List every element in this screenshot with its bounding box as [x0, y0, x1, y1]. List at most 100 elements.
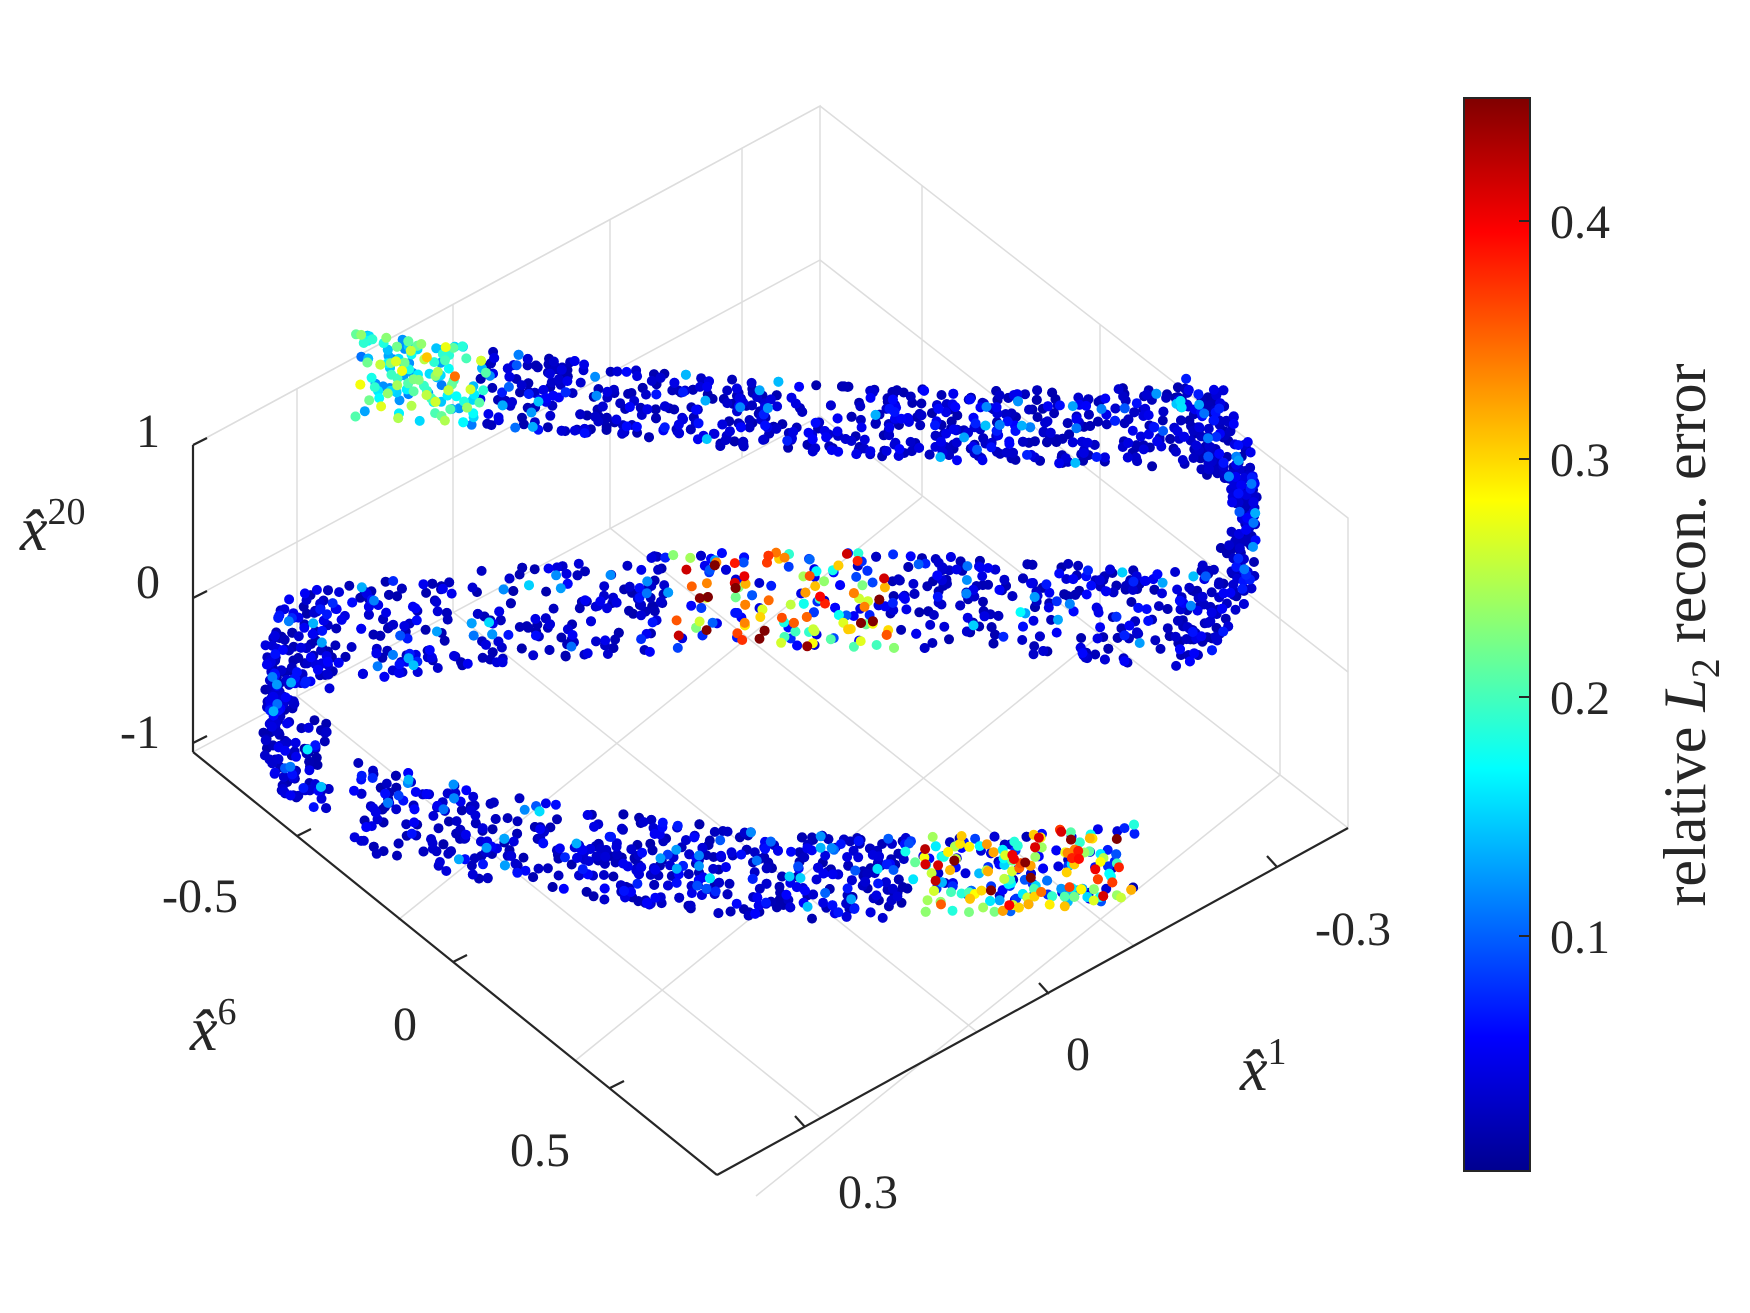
scatter-point	[1218, 385, 1229, 396]
scatter-point	[1212, 635, 1223, 646]
scatter-point	[305, 652, 316, 663]
scatter-point	[1203, 451, 1214, 462]
scatter-point	[1221, 415, 1232, 426]
scatter-point	[413, 374, 424, 385]
scatter-point	[760, 843, 771, 854]
scatter-point	[819, 576, 830, 587]
scatter-point	[904, 838, 914, 849]
scatter-point	[1241, 524, 1252, 535]
scatter-point	[438, 804, 449, 815]
scatter-point	[800, 587, 811, 598]
scatter-point	[380, 576, 391, 587]
scatter-point	[299, 588, 310, 599]
scatter-point	[980, 420, 991, 431]
scatter-point	[761, 878, 772, 889]
scatter-point	[1126, 597, 1137, 607]
scatter-point	[556, 425, 567, 436]
scatter-point	[1054, 458, 1065, 469]
scatter-point	[843, 624, 854, 635]
scatter-point	[989, 906, 1000, 917]
scatter-point	[880, 601, 891, 612]
scatter-point	[440, 342, 451, 353]
scatter-point	[911, 628, 922, 639]
scatter-point	[1227, 497, 1238, 508]
scatter-point	[849, 904, 860, 914]
scatter-point	[599, 883, 610, 894]
scatter-point	[1083, 565, 1093, 576]
scatter-point	[842, 883, 853, 894]
scatter-points	[258, 329, 1262, 924]
scatter-point	[1025, 872, 1036, 883]
scatter-point	[1111, 834, 1122, 844]
scatter-point	[508, 586, 519, 596]
scatter-point	[807, 434, 818, 445]
scatter-point	[1042, 401, 1053, 412]
scatter-point	[401, 819, 412, 830]
scatter-point	[391, 804, 402, 815]
scatter-point	[567, 630, 578, 640]
scatter-point	[1127, 585, 1138, 595]
scatter-point	[438, 839, 449, 850]
scatter-point	[985, 896, 996, 906]
scatter-point	[482, 872, 493, 883]
scatter-point	[1246, 478, 1257, 489]
scatter-point	[1191, 440, 1202, 451]
scatter-point	[852, 555, 863, 566]
scatter-point	[1064, 598, 1075, 609]
scatter-point	[534, 806, 545, 817]
scatter-point	[782, 435, 793, 446]
scatter-point	[371, 648, 382, 659]
scatter-point	[1047, 891, 1058, 902]
scatter-point	[1007, 591, 1018, 602]
scatter-point	[443, 363, 454, 374]
scatter-point	[815, 831, 826, 842]
scatter-point	[545, 619, 555, 630]
scatter-point	[1185, 600, 1196, 611]
scatter-point	[965, 394, 976, 405]
scatter-point	[922, 895, 933, 906]
scatter-point	[362, 357, 373, 368]
scatter-point	[798, 598, 809, 609]
scatter-point	[955, 838, 966, 849]
scatter-point	[796, 832, 807, 843]
scatter-point	[853, 548, 864, 559]
scatter-point	[488, 797, 499, 808]
scatter-point	[735, 402, 746, 413]
scatter-point	[686, 581, 697, 592]
scatter-point	[952, 455, 962, 466]
scatter-point	[659, 422, 670, 433]
scatter-point	[970, 418, 981, 429]
scatter-point	[855, 401, 866, 412]
scatter-point	[443, 385, 454, 396]
scatter-point	[680, 369, 691, 380]
scatter-point	[754, 385, 765, 396]
scatter-point	[397, 365, 408, 376]
scatter-point	[1114, 862, 1124, 873]
scatter-point	[961, 626, 972, 637]
scatter-point	[713, 908, 724, 919]
scatter-point	[1206, 607, 1217, 618]
scatter-point	[517, 562, 528, 573]
scatter-point	[1174, 595, 1185, 606]
scatter-point	[516, 643, 527, 654]
scatter-point	[693, 418, 704, 429]
scatter-point	[1248, 541, 1258, 552]
scatter-point	[751, 855, 762, 866]
scatter-point	[528, 872, 539, 883]
scatter-point	[1207, 645, 1217, 656]
scatter-point	[1245, 462, 1256, 473]
scatter-point	[736, 849, 747, 860]
scatter-point	[268, 706, 279, 717]
scatter-point	[406, 400, 417, 411]
scatter-point	[308, 618, 319, 629]
scatter-point	[833, 446, 844, 457]
scatter-point	[436, 380, 447, 391]
scatter-point	[497, 657, 508, 668]
scatter-point	[993, 610, 1004, 621]
scatter-point	[924, 449, 935, 460]
scatter-point	[649, 879, 660, 890]
scatter-point	[369, 595, 379, 606]
scatter-point	[932, 591, 943, 602]
axes-lines	[191, 437, 1349, 1176]
scatter-point	[1143, 410, 1154, 421]
